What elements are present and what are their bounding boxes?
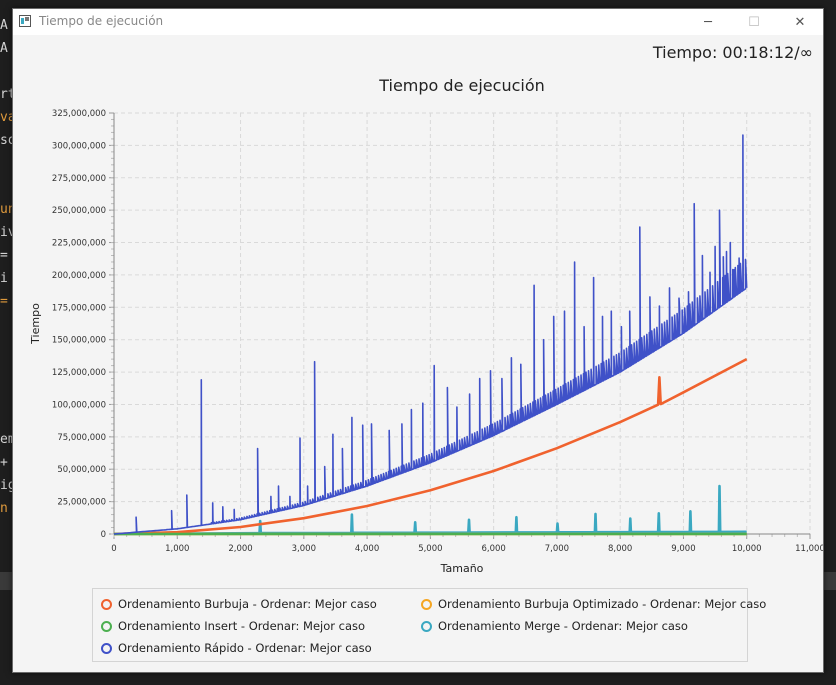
background-code-line: +: [0, 455, 8, 470]
background-code-line: iv: [0, 225, 12, 240]
x-axis-label: Tamaño: [440, 562, 484, 575]
background-code-line: A: [0, 41, 8, 56]
y-tick-label: 325,000,000: [52, 109, 106, 119]
background-code-line: A: [0, 18, 8, 33]
series-line: [114, 135, 747, 534]
minimize-button[interactable]: ─: [685, 9, 731, 35]
y-tick-label: 250,000,000: [52, 206, 106, 216]
y-tick-label: 100,000,000: [52, 400, 106, 410]
y-tick-label: 275,000,000: [52, 174, 106, 184]
close-button[interactable]: ✕: [777, 9, 823, 35]
legend-marker-icon: [421, 599, 432, 610]
y-tick-label: 50,000,000: [57, 465, 106, 475]
window-title: Tiempo de ejecución: [39, 14, 163, 28]
legend-label: Ordenamiento Merge - Ordenar: Mejor caso: [438, 619, 688, 633]
close-icon: ✕: [795, 15, 806, 30]
app-icon: [19, 15, 31, 27]
chart-window: Tiempo de ejecución ─ ☐ ✕ Tiempo: 00:18:…: [12, 8, 824, 673]
x-tick-label: 4,000: [355, 544, 379, 554]
chart-legend: Ordenamiento Burbuja - Ordenar: Mejor ca…: [92, 588, 748, 662]
background-code-line: so: [0, 133, 12, 148]
maximize-icon: ☐: [748, 15, 760, 30]
x-tick-label: 3,000: [292, 544, 316, 554]
y-tick-label: 125,000,000: [52, 368, 106, 378]
background-code-line: i: [0, 271, 8, 286]
background-code-line: =: [0, 248, 8, 263]
background-code-line: rt: [0, 87, 12, 102]
legend-entry: Ordenamiento Insert - Ordenar: Mejor cas…: [101, 619, 365, 633]
minimize-icon: ─: [704, 15, 712, 30]
background-code-line: n: [0, 501, 8, 516]
background-code-line: va: [0, 110, 12, 125]
legend-label: Ordenamiento Burbuja - Ordenar: Mejor ca…: [118, 597, 377, 611]
x-tick-label: 10,000: [732, 544, 762, 554]
x-tick-label: 1,000: [165, 544, 189, 554]
x-tick-label: 5,000: [418, 544, 442, 554]
legend-entry: Ordenamiento Merge - Ordenar: Mejor caso: [421, 619, 688, 633]
legend-label: Ordenamiento Burbuja Optimizado - Ordena…: [438, 597, 766, 611]
y-tick-label: 25,000,000: [57, 498, 106, 508]
background-code-line: =: [0, 294, 8, 309]
elapsed-timer: Tiempo: 00:18:12/∞: [653, 43, 813, 62]
x-tick-label: 6,000: [481, 544, 505, 554]
legend-label: Ordenamiento Rápido - Ordenar: Mejor cas…: [118, 641, 372, 655]
title-bar[interactable]: Tiempo de ejecución ─ ☐ ✕: [13, 9, 823, 35]
y-tick-label: 300,000,000: [52, 141, 106, 151]
y-tick-label: 225,000,000: [52, 239, 106, 249]
y-tick-label: 150,000,000: [52, 336, 106, 346]
x-tick-label: 2,000: [228, 544, 252, 554]
x-tick-label: 9,000: [671, 544, 695, 554]
x-tick-label: 8,000: [608, 544, 632, 554]
legend-entry: Ordenamiento Burbuja Optimizado - Ordena…: [421, 597, 766, 611]
legend-marker-icon: [421, 621, 432, 632]
chart-title: Tiempo de ejecución: [378, 76, 545, 95]
background-code-line: em: [0, 432, 12, 447]
y-tick-label: 75,000,000: [57, 433, 106, 443]
legend-entry: Ordenamiento Burbuja - Ordenar: Mejor ca…: [101, 597, 377, 611]
y-tick-label: 0: [101, 530, 106, 540]
x-tick-label: 11,000: [795, 544, 823, 554]
maximize-button[interactable]: ☐: [731, 9, 777, 35]
background-code-line: ig: [0, 478, 12, 493]
x-tick-label: 0: [111, 544, 116, 554]
legend-label: Ordenamiento Insert - Ordenar: Mejor cas…: [118, 619, 365, 633]
legend-entry: Ordenamiento Rápido - Ordenar: Mejor cas…: [101, 641, 372, 655]
legend-marker-icon: [101, 621, 112, 632]
y-tick-label: 200,000,000: [52, 271, 106, 281]
y-tick-label: 175,000,000: [52, 303, 106, 313]
x-tick-label: 7,000: [545, 544, 569, 554]
legend-marker-icon: [101, 643, 112, 654]
execution-time-chart: Tiempo de ejecución 0 25,000,000 50,000,000…: [13, 65, 823, 585]
legend-marker-icon: [101, 599, 112, 610]
background-code-line: un: [0, 202, 12, 217]
y-axis-label: Tiempo: [29, 303, 42, 345]
